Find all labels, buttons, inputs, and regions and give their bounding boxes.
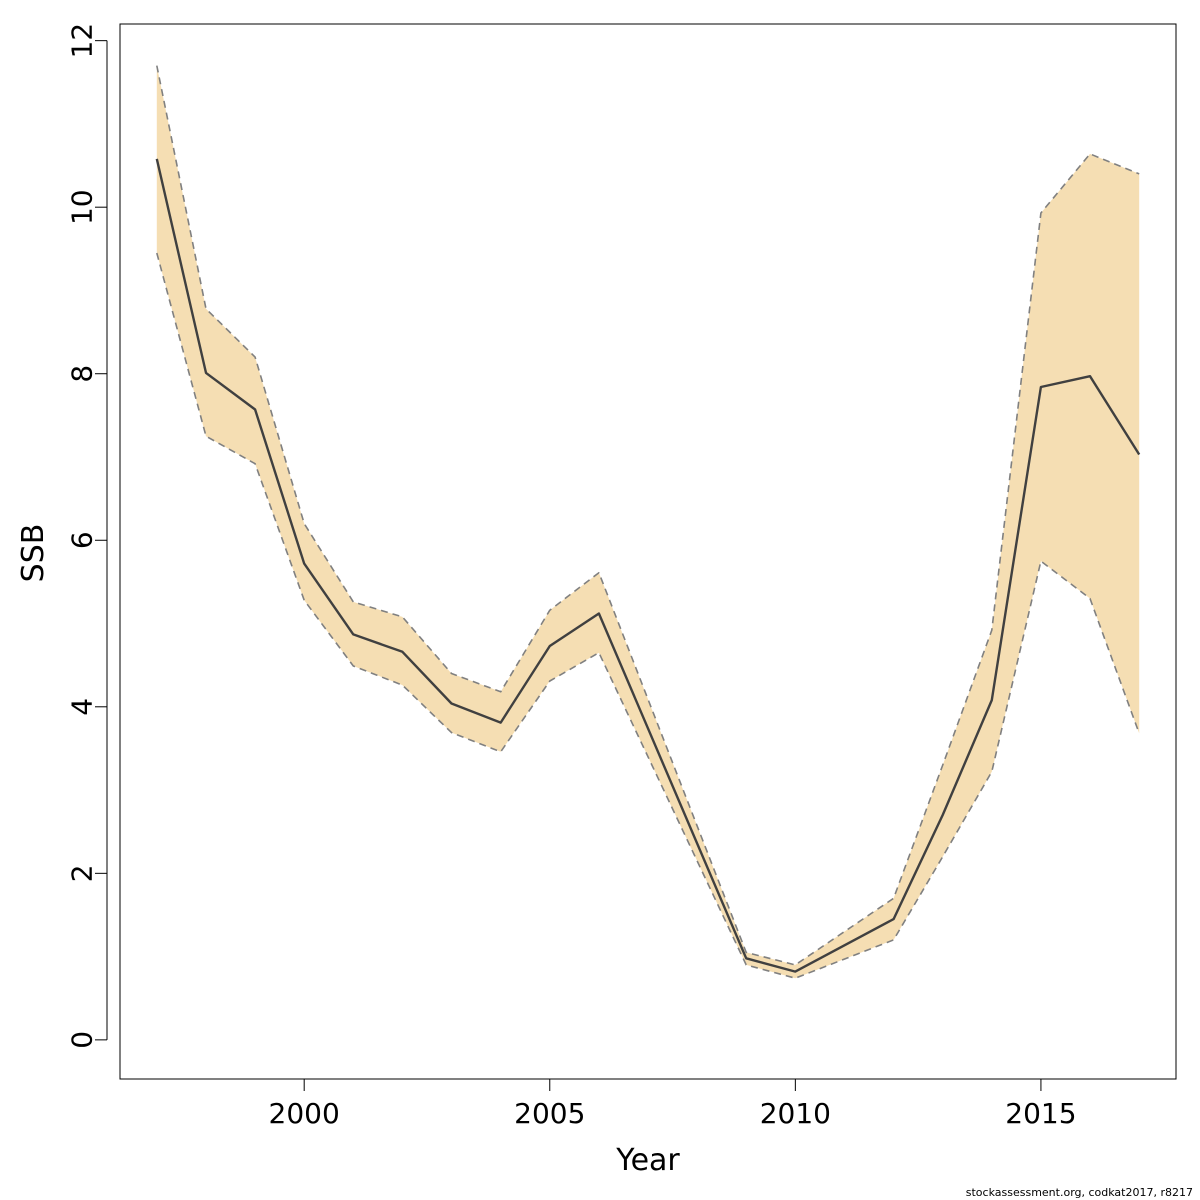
footer-note: stockassessment.org, codkat2017, r8217	[966, 1186, 1193, 1199]
y-tick-label: 10	[66, 189, 99, 225]
y-axis: 0 2 4 6 8 10 12	[66, 23, 108, 1049]
upper-bound-line	[156, 65, 1140, 966]
x-tick-label: 2015	[1005, 1097, 1076, 1130]
y-tick-label: 4	[66, 698, 99, 716]
y-tick-label: 0	[66, 1031, 99, 1049]
y-tick-label: 6	[66, 531, 99, 549]
y-tick-label: 8	[66, 365, 99, 383]
x-tick-label: 2000	[269, 1097, 340, 1130]
y-tick-label: 12	[66, 23, 99, 59]
lower-bound-line	[156, 252, 1140, 980]
x-tick-label: 2010	[760, 1097, 831, 1130]
x-axis: 2000 2005 2010 2015	[269, 1078, 1077, 1130]
y-tick-label: 2	[66, 864, 99, 882]
x-axis-title: Year	[615, 1143, 680, 1178]
x-tick-label: 2005	[514, 1097, 585, 1130]
y-axis-title: SSB	[16, 524, 51, 583]
series-line-layer	[155, 65, 1141, 980]
ssb-estimate-line	[155, 158, 1141, 973]
